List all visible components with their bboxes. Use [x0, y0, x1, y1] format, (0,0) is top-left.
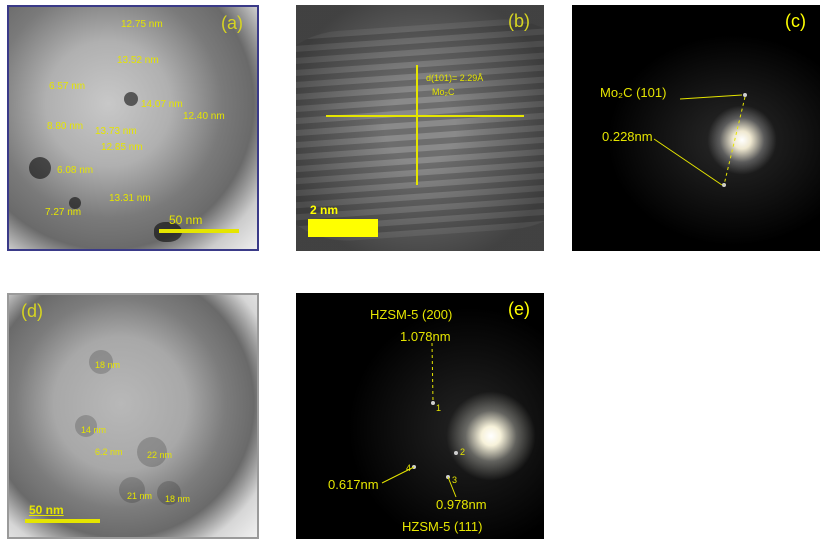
particle-blob — [89, 350, 113, 374]
particle-blob — [157, 481, 181, 505]
panel-label-a: (a) — [221, 13, 243, 34]
dark-spot — [124, 92, 138, 106]
particle-blob — [119, 477, 145, 503]
tem-image-a — [9, 7, 257, 249]
panel-label-d: (d) — [21, 301, 43, 322]
dark-spot — [69, 197, 81, 209]
particle-blob — [137, 437, 167, 467]
panel-label-b: (b) — [508, 11, 530, 32]
scalebar-b — [308, 219, 378, 237]
svg-text:3: 3 — [452, 475, 457, 485]
particle-blob — [75, 415, 97, 437]
scalebar-d — [25, 519, 100, 523]
crosshair-vertical — [416, 65, 418, 185]
scalebar-label-b: 2 nm — [310, 203, 338, 217]
svg-text:2: 2 — [460, 447, 465, 457]
dark-spot — [29, 157, 51, 179]
crosshair-horizontal — [326, 115, 524, 117]
panel-b: (b) d(101)= 2.29Å Mo₂C 2 nm — [296, 5, 544, 251]
scalebar-label-d: 50 nm — [29, 503, 64, 517]
scalebar-a — [159, 229, 239, 233]
panel-d: (d) 18 nm 14 nm 6.2 nm 22 nm 21 nm 18 nm… — [7, 293, 259, 539]
panel-c: (c) Mo₂C (101) 0.228nm — [572, 5, 820, 251]
fft-lines-e: 1 2 3 4 — [296, 293, 544, 539]
panel-a: (a) 12.75 nm 13.52 nm 6.57 nm 14.07 nm 8… — [7, 5, 259, 251]
scalebar-label-a: 50 nm — [169, 213, 202, 227]
svg-text:4: 4 — [406, 463, 411, 473]
svg-text:1: 1 — [436, 403, 441, 413]
panel-e: (e) 1 2 3 4 HZSM-5 (200) 1.078nm 0.617nm… — [296, 293, 544, 539]
fft-lines-c — [572, 5, 820, 251]
